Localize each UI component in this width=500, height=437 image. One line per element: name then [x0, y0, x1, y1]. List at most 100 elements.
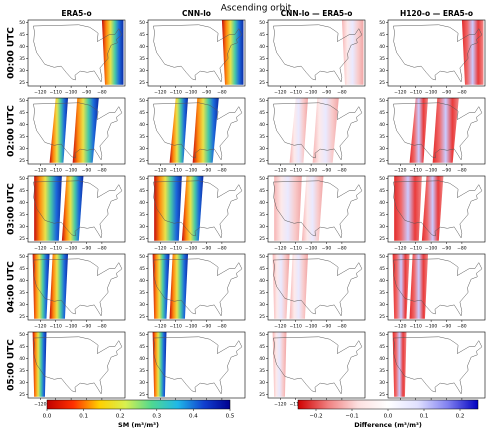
y-tick-label: 45	[259, 32, 265, 38]
map-panel	[273, 176, 363, 241]
y-tick-label: 35	[259, 56, 265, 62]
map-panel	[153, 98, 243, 163]
panel-frame	[387, 331, 486, 399]
y-tick-label: 45	[19, 266, 25, 272]
coastline	[393, 180, 483, 239]
orbit-swath	[312, 98, 339, 163]
y-tick-label: 30	[259, 302, 265, 308]
y-tick-label: 50	[19, 332, 25, 338]
x-tick-label: −110	[50, 168, 62, 174]
y-tick-label: 50	[259, 332, 265, 338]
orbit-swath	[289, 98, 309, 163]
coastline	[33, 180, 123, 239]
panel-frame	[387, 175, 486, 243]
y-tick-label: 45	[19, 188, 25, 194]
y-tick-label: 25	[19, 80, 25, 86]
x-tick-label: −100	[185, 246, 197, 252]
y-tick-label: 25	[19, 314, 25, 320]
colorbar-tick-label: −0.2	[309, 414, 322, 420]
y-tick-label: 40	[259, 356, 265, 362]
map-panel	[393, 176, 483, 241]
panel-frame	[267, 97, 366, 165]
x-tick-label: −110	[170, 246, 182, 252]
map-panel	[32, 254, 123, 319]
x-tick-label: −120	[394, 168, 406, 174]
y-tick-label: 40	[379, 278, 385, 284]
y-tick-label: 50	[139, 176, 145, 182]
colorbar-label: Difference (m³/m³)	[354, 421, 422, 429]
x-tick-label: −90	[442, 246, 452, 252]
x-tick-label: −110	[290, 90, 302, 96]
y-tick-label: 40	[379, 122, 385, 128]
colorbar-tick-label: 0.4	[189, 414, 198, 420]
y-tick-label: 45	[19, 110, 25, 116]
orbit-swath	[34, 176, 62, 241]
y-tick-label: 40	[259, 278, 265, 284]
x-tick-label: −90	[202, 324, 212, 330]
map-panel	[153, 176, 243, 241]
y-tick-label: 30	[19, 302, 25, 308]
figure-title: Ascending orbit	[221, 4, 292, 14]
y-tick-label: 35	[19, 368, 25, 374]
y-tick-label: 40	[259, 44, 265, 50]
x-tick-label: −120	[394, 324, 406, 330]
x-tick-label: −100	[65, 246, 77, 252]
x-tick-label: −100	[305, 168, 317, 174]
panel-frame	[147, 253, 246, 321]
x-tick-label: −110	[50, 246, 62, 252]
y-tick-label: 40	[379, 356, 385, 362]
x-tick-label: −110	[170, 90, 182, 96]
y-tick-label: 45	[379, 344, 385, 350]
y-tick-label: 45	[259, 344, 265, 350]
map-panel	[33, 176, 123, 241]
y-tick-label: 45	[379, 32, 385, 38]
y-tick-label: 50	[379, 98, 385, 104]
orbit-swath	[154, 176, 182, 241]
y-tick-label: 45	[139, 32, 145, 38]
panel-frame	[267, 331, 366, 399]
x-tick-label: −90	[442, 324, 452, 330]
map-panel	[392, 332, 483, 397]
orbit-swath	[272, 254, 290, 319]
x-tick-label: −100	[65, 324, 77, 330]
map-panel	[393, 98, 483, 163]
y-tick-label: 45	[379, 188, 385, 194]
orbit-swath	[72, 98, 99, 163]
y-tick-label: 30	[19, 224, 25, 230]
x-tick-label: −110	[410, 90, 422, 96]
colorbar-tick-label: 0.0	[43, 414, 52, 420]
x-tick-label: −80	[97, 246, 107, 252]
map-panel	[153, 20, 244, 85]
x-tick-label: −110	[50, 90, 62, 96]
y-tick-label: 25	[379, 392, 385, 398]
x-tick-label: −80	[457, 168, 467, 174]
orbit-swath	[152, 332, 167, 397]
x-tick-label: −120	[394, 246, 406, 252]
panel-frame	[27, 331, 126, 399]
orbit-swath	[392, 332, 407, 397]
y-tick-label: 30	[259, 380, 265, 386]
x-tick-label: −80	[457, 90, 467, 96]
colorbar-tick-label: 0.1	[420, 414, 429, 420]
x-tick-label: −100	[425, 90, 437, 96]
map-panel	[33, 98, 123, 163]
y-tick-label: 35	[379, 56, 385, 62]
orbit-swath	[392, 254, 410, 319]
coastline	[33, 336, 123, 395]
y-tick-label: 30	[139, 224, 145, 230]
y-tick-label: 40	[19, 356, 25, 362]
y-tick-label: 50	[379, 332, 385, 338]
x-tick-label: −120	[274, 324, 286, 330]
x-tick-label: −90	[82, 324, 92, 330]
x-tick-label: −110	[290, 324, 302, 330]
x-tick-label: −90	[322, 324, 332, 330]
y-tick-label: 35	[379, 134, 385, 140]
y-tick-label: 50	[19, 254, 25, 260]
y-tick-label: 40	[139, 44, 145, 50]
row-label: 04:00 UTC	[7, 261, 17, 313]
map-panel	[273, 20, 364, 85]
x-tick-label: −80	[337, 168, 347, 174]
x-tick-label: −100	[305, 246, 317, 252]
map-panel	[272, 332, 363, 397]
x-tick-label: −80	[337, 246, 347, 252]
